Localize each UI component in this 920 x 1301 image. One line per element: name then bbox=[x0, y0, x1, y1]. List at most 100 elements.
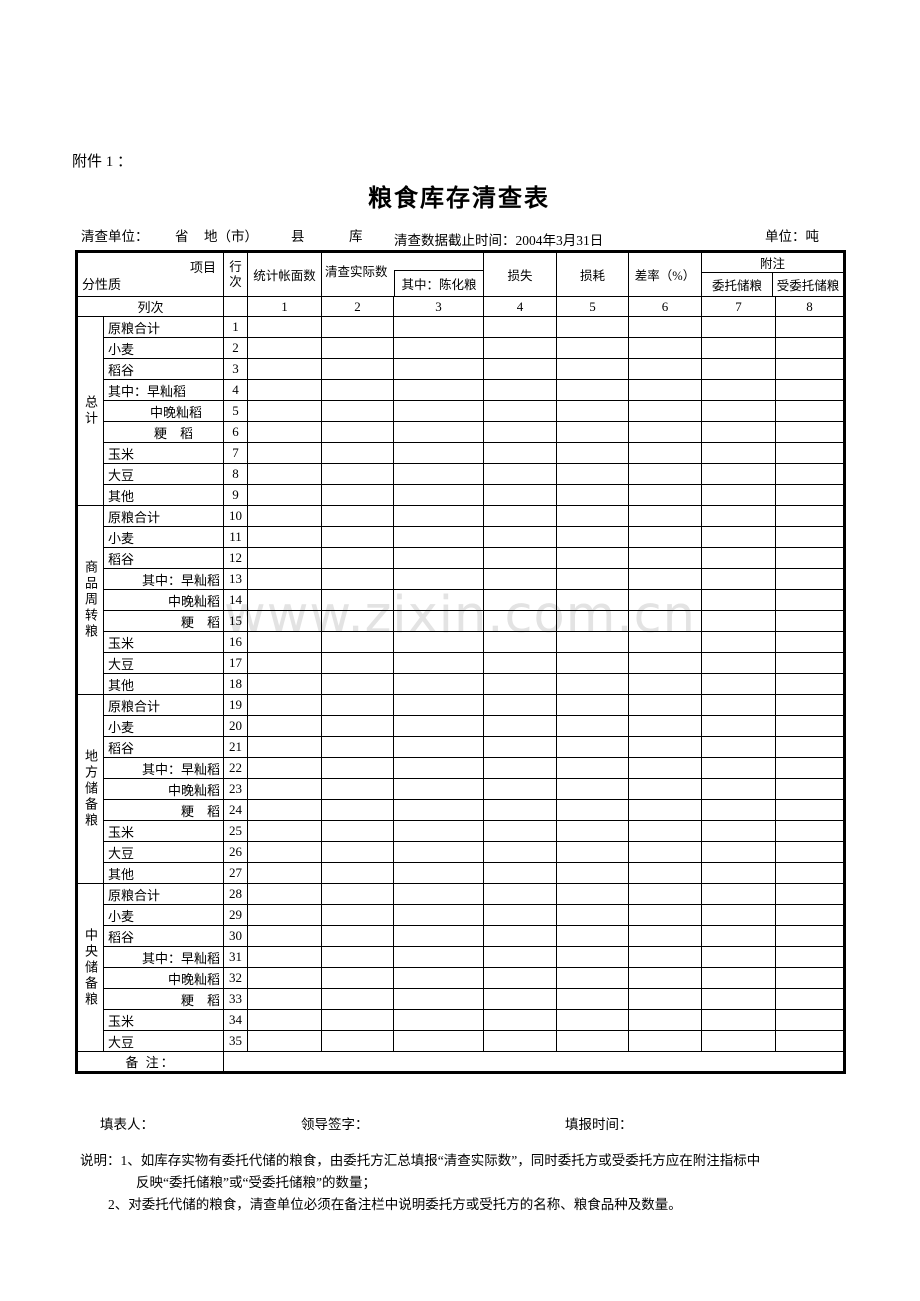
data-cell-col4 bbox=[483, 442, 557, 464]
table-row: 小麦 29 bbox=[77, 904, 845, 926]
data-cell-col5 bbox=[556, 631, 629, 653]
table-row: 地方储备粮 原粮合计 19 bbox=[76, 694, 845, 884]
colno-2: 2 bbox=[321, 296, 394, 317]
data-cell-col1 bbox=[247, 358, 322, 380]
data-cell-col6 bbox=[628, 358, 702, 380]
row-number: 31 bbox=[223, 946, 248, 968]
data-cell-col3 bbox=[393, 484, 484, 506]
section-group-label: 商品周转粮 bbox=[83, 560, 98, 640]
data-cell-col5 bbox=[556, 946, 629, 968]
colno-6: 6 bbox=[628, 296, 702, 317]
data-cell-col6 bbox=[628, 547, 702, 569]
row-label: 大豆 bbox=[103, 841, 224, 863]
data-cell-col6 bbox=[628, 442, 702, 464]
data-cell-col3 bbox=[393, 610, 484, 632]
header-aged-grain: 其中：陈化粮 bbox=[394, 270, 483, 296]
section-group-label: 中央储备粮 bbox=[83, 927, 98, 1008]
remark-value-cell bbox=[223, 1051, 845, 1073]
data-cell-col8 bbox=[775, 463, 845, 485]
data-cell-col1 bbox=[247, 1009, 322, 1031]
data-cell-col8 bbox=[775, 400, 845, 422]
data-cell-col8 bbox=[775, 358, 845, 380]
data-cell-col6 bbox=[628, 694, 702, 716]
row-label: 粳 稻 bbox=[103, 988, 224, 1010]
data-cell-col8 bbox=[775, 799, 845, 821]
row-label: 小麦 bbox=[103, 526, 224, 548]
data-cell-col4 bbox=[483, 337, 557, 359]
data-cell-col1 bbox=[247, 883, 322, 905]
data-cell-col6 bbox=[628, 1030, 702, 1052]
row-number: 25 bbox=[223, 820, 248, 842]
data-cell-col7 bbox=[701, 883, 776, 905]
row-number: 21 bbox=[223, 736, 248, 758]
data-cell-col4 bbox=[483, 379, 557, 401]
table-row: 粳 稻 33 bbox=[77, 988, 845, 1010]
data-cell-col8 bbox=[775, 547, 845, 569]
data-cell-col2 bbox=[321, 589, 394, 611]
corner-nature-label: 分性质 bbox=[82, 277, 122, 292]
table-row: 中晚籼稻 23 bbox=[77, 778, 845, 800]
data-cell-col1 bbox=[247, 568, 322, 590]
data-cell-col6 bbox=[628, 841, 702, 863]
data-cell-col7 bbox=[701, 379, 776, 401]
data-cell-col6 bbox=[628, 820, 702, 842]
data-cell-col5 bbox=[556, 820, 629, 842]
data-cell-col6 bbox=[628, 463, 702, 485]
header-loss: 损失 bbox=[483, 251, 557, 297]
data-cell-col1 bbox=[247, 631, 322, 653]
row-number: 10 bbox=[223, 505, 248, 527]
row-label: 粳 稻 bbox=[103, 421, 224, 443]
data-cell-col6 bbox=[628, 505, 702, 527]
data-cell-col6 bbox=[628, 610, 702, 632]
data-cell-col2 bbox=[321, 652, 394, 674]
data-cell-col1 bbox=[247, 715, 322, 737]
data-cell-col4 bbox=[483, 463, 557, 485]
data-cell-col5 bbox=[556, 568, 629, 590]
data-cell-col3 bbox=[393, 694, 484, 716]
section-group-cell: 地方储备粮 bbox=[76, 694, 104, 884]
data-cell-col2 bbox=[321, 484, 394, 506]
data-cell-col7 bbox=[701, 1030, 776, 1052]
data-cell-col1 bbox=[247, 1030, 322, 1052]
data-cell-col2 bbox=[321, 925, 394, 947]
data-cell-col1 bbox=[247, 505, 322, 527]
data-cell-col2 bbox=[321, 904, 394, 926]
data-cell-col1 bbox=[247, 463, 322, 485]
data-cell-col1 bbox=[247, 925, 322, 947]
data-cell-col6 bbox=[628, 631, 702, 653]
data-cell-col5 bbox=[556, 694, 629, 716]
data-cell-col2 bbox=[321, 841, 394, 863]
data-cell-col1 bbox=[247, 442, 322, 464]
data-cell-col8 bbox=[775, 316, 845, 338]
data-cell-col6 bbox=[628, 736, 702, 758]
data-cell-col2 bbox=[321, 316, 394, 338]
table-row: 稻谷 3 bbox=[77, 358, 845, 380]
data-cell-col6 bbox=[628, 1009, 702, 1031]
data-cell-col5 bbox=[556, 1009, 629, 1031]
data-cell-col4 bbox=[483, 715, 557, 737]
attachment-label: 附件 1 ： bbox=[72, 154, 133, 170]
county-label: 县 bbox=[291, 229, 305, 244]
data-cell-col7 bbox=[701, 568, 776, 590]
data-cell-col6 bbox=[628, 379, 702, 401]
row-number: 27 bbox=[223, 862, 248, 884]
data-cell-col3 bbox=[393, 988, 484, 1010]
measure-unit-label: 单位：吨 bbox=[765, 229, 819, 244]
data-cell-col3 bbox=[393, 1030, 484, 1052]
header-annotation: 附注 bbox=[702, 253, 843, 273]
page-title: 粮食库存清查表 bbox=[368, 186, 550, 212]
data-cell-col1 bbox=[247, 967, 322, 989]
data-cell-col8 bbox=[775, 988, 845, 1010]
data-cell-col1 bbox=[247, 379, 322, 401]
data-cell-col2 bbox=[321, 946, 394, 968]
header-entrusted-grain: 委托储粮 bbox=[711, 279, 762, 293]
data-cell-col5 bbox=[556, 967, 629, 989]
data-cell-col8 bbox=[775, 736, 845, 758]
data-cell-col7 bbox=[701, 589, 776, 611]
data-cell-col7 bbox=[701, 631, 776, 653]
data-cell-col2 bbox=[321, 694, 394, 716]
data-cell-col3 bbox=[393, 505, 484, 527]
section-group-cell: 商品周转粮 bbox=[76, 505, 104, 695]
data-cell-col5 bbox=[556, 904, 629, 926]
section-group-label: 总计 bbox=[83, 395, 98, 427]
